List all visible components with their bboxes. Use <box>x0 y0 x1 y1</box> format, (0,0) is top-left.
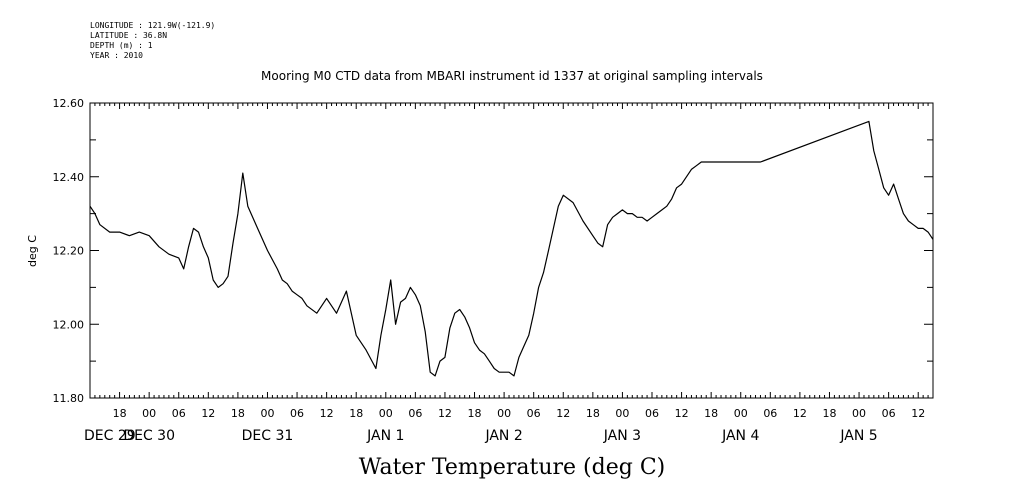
year-label: YEAR : 2010 <box>90 51 143 60</box>
x-tick-label: 12 <box>201 407 215 420</box>
y-axis-label: deg C <box>26 235 39 267</box>
x-date-label: DEC 29 <box>84 428 136 444</box>
dataset-metadata: LONGITUDE : 121.9W(-121.9) LATITUDE : 36… <box>90 21 215 61</box>
x-date-label: JAN 5 <box>839 428 877 444</box>
x-tick-label: 18 <box>231 407 245 420</box>
x-tick-label: 18 <box>113 407 127 420</box>
x-tick-label: 12 <box>793 407 807 420</box>
x-date-label: JAN 2 <box>484 428 522 444</box>
x-date-label: DEC 30 <box>123 428 175 444</box>
depth-label: DEPTH (m) : 1 <box>90 41 153 50</box>
x-tick-label: 00 <box>142 407 156 420</box>
x-tick-label: 12 <box>320 407 334 420</box>
plot-axes <box>89 102 934 399</box>
longitude-label: LONGITUDE : 121.9W(-121.9) <box>90 21 216 30</box>
x-tick-label: 00 <box>852 407 866 420</box>
x-tick-label: 12 <box>675 407 689 420</box>
x-tick-label: 06 <box>763 407 777 420</box>
x-tick-label: 18 <box>349 407 363 420</box>
series-layer <box>89 120 934 377</box>
x-tick-label: 18 <box>586 407 600 420</box>
x-tick-label: 18 <box>468 407 482 420</box>
y-axis-ticks: 12.60 12.40 12.20 12.00 11.80 <box>53 97 933 405</box>
x-tick-label: 00 <box>379 407 393 420</box>
x-tick-label: 00 <box>615 407 629 420</box>
x-date-label: JAN 3 <box>603 428 641 444</box>
x-tick-label: 00 <box>497 407 511 420</box>
x-tick-label: 06 <box>882 407 896 420</box>
y-tick-label: 12.00 <box>53 318 85 331</box>
x-axis-label: Water Temperature (deg C) <box>359 455 666 480</box>
x-tick-label: 06 <box>408 407 422 420</box>
x-tick-label: 06 <box>172 407 186 420</box>
x-date-label: JAN 1 <box>366 428 404 444</box>
y-tick-label: 12.40 <box>53 171 85 184</box>
latitude-label: LATITUDE : 36.8N <box>90 31 168 40</box>
x-tick-label: 12 <box>556 407 570 420</box>
x-tick-label: 06 <box>645 407 659 420</box>
x-tick-label: 18 <box>704 407 718 420</box>
x-tick-label: 12 <box>438 407 452 420</box>
x-axis-ticks: 18 00 06 12 18 00 06 12 18 00 06 12 18 00 06 12 18 00 06 12… <box>84 407 925 444</box>
y-tick-label: 11.80 <box>53 392 85 405</box>
x-tick-label: 00 <box>734 407 748 420</box>
x-tick-label: 00 <box>260 407 274 420</box>
y-tick-label: 12.20 <box>53 245 85 258</box>
x-tick-label: 18 <box>822 407 836 420</box>
chart-title: Mooring M0 CTD data from MBARI instrumen… <box>261 69 763 83</box>
x-date-label: JAN 4 <box>721 428 759 444</box>
x-date-label: DEC 31 <box>242 428 294 444</box>
plot-frame <box>89 102 934 399</box>
x-tick-label: 06 <box>527 407 541 420</box>
y-tick-label: 12.60 <box>53 97 85 110</box>
x-tick-label: 12 <box>911 407 925 420</box>
temperature-series-line <box>89 120 934 377</box>
x-tick-label: 06 <box>290 407 304 420</box>
